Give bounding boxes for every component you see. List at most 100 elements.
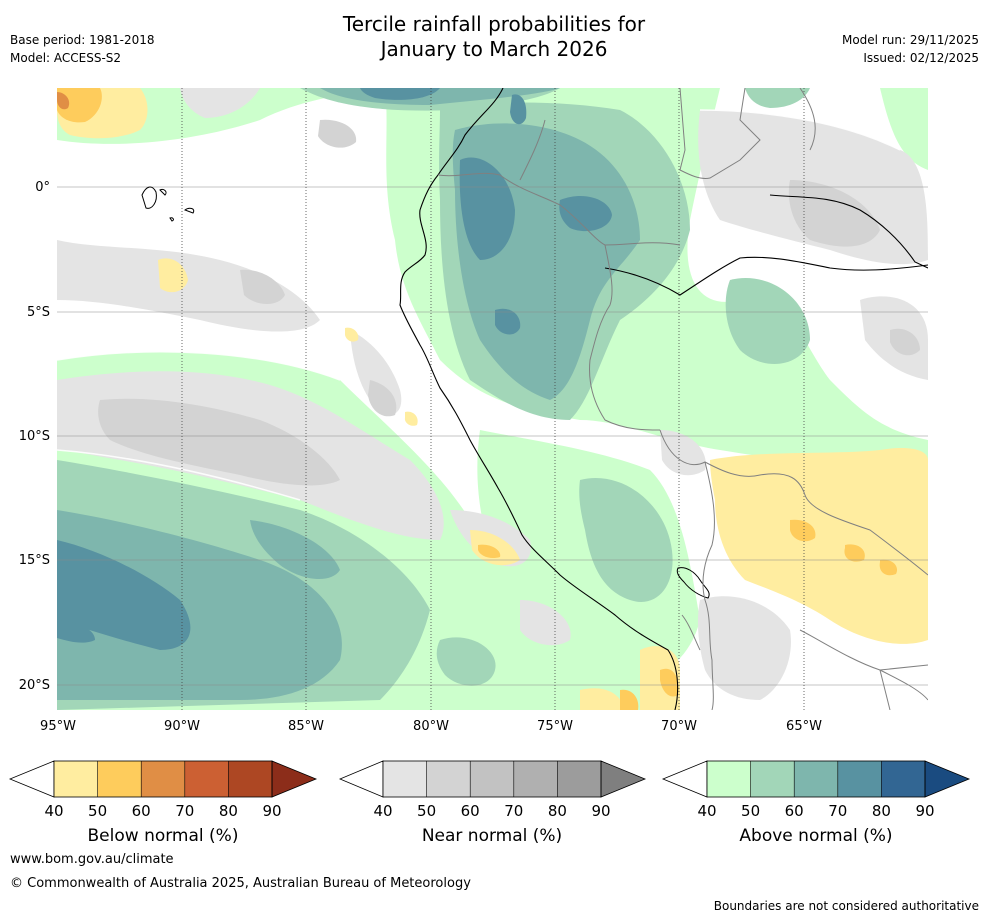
above-80-north [360, 88, 440, 100]
title-line-1: Tercile rainfall probabilities for [342, 12, 646, 36]
above-swatch-under [661, 760, 708, 798]
above-swatch-over [924, 760, 971, 798]
below-swatch-over [271, 760, 318, 798]
colorbar-below: 40 50 60 70 80 90 [8, 760, 318, 820]
lon-label-65w: 65°W [786, 719, 822, 734]
above-tick-50: 50 [741, 802, 760, 820]
below-60-bolivia-2 [844, 544, 865, 562]
above-tick-90: 90 [915, 802, 934, 820]
model-run: Model run: 29/11/2025 [841, 33, 979, 47]
lon-label-90w: 90°W [164, 719, 200, 734]
near-swatch-70-80 [513, 761, 558, 797]
near-normal-label: Near normal (%) [421, 826, 563, 846]
near-50-southern [520, 600, 571, 646]
above-80-peru-patch [495, 308, 521, 335]
near-tick-60: 60 [461, 802, 480, 820]
near-50-gal-north [180, 88, 260, 118]
website-link[interactable]: www.bom.gov.au/climate [10, 852, 174, 867]
below-60-bolivia-3 [879, 559, 898, 576]
below-50-coast-south [470, 530, 520, 566]
near-swatch-50-60 [426, 761, 471, 797]
near-50-altiplano [697, 596, 791, 700]
above-80-ocean-south [57, 540, 191, 650]
above-swatch-40-50 [707, 761, 751, 797]
near-tick-50: 50 [417, 802, 436, 820]
lat-label-20s: 20°S [19, 678, 50, 693]
above-tick-70: 70 [828, 802, 847, 820]
near-60-ocean-band [98, 398, 340, 486]
below-60-coast [478, 544, 501, 559]
below-70-nw-corner [57, 92, 70, 110]
title-line-2: January to March 2026 [380, 37, 608, 61]
below-swatch-under [8, 760, 55, 798]
longitude-labels: 95°W 90°W 85°W 80°W 75°W 70°W 65°W [40, 719, 822, 734]
below-swatch-60-70 [141, 761, 185, 797]
below-50-galapagos-south [158, 258, 188, 293]
copyright: © Commonwealth of Australia 2025, Austra… [10, 876, 471, 891]
above-60-bolivia-sw [436, 637, 496, 686]
coastline-north [769, 194, 928, 269]
above-tick-60: 60 [785, 802, 804, 820]
near-60-brazil [788, 180, 880, 247]
lat-label-10s: 10°S [19, 429, 50, 444]
near-50-ocean-north [57, 240, 320, 332]
model-info: Base period: 1981-2018 Model: ACCESS-S2 [10, 31, 155, 67]
below-tick-40: 40 [44, 802, 63, 820]
near-swatch-80-90 [557, 761, 601, 797]
above-swatch-70-80 [837, 761, 882, 797]
above-80-north-peru-inner [510, 94, 527, 125]
above-normal-label: Above normal (%) [739, 826, 893, 846]
near-60-east [890, 328, 920, 356]
above-swatch-80-90 [881, 761, 925, 797]
above-70-shelf [250, 520, 340, 580]
chart-title: Tercile rainfall probabilities for Janua… [0, 12, 988, 62]
above-80-amazon [459, 157, 515, 260]
model-name: Model: ACCESS-S2 [10, 51, 122, 65]
galapagos-islands [141, 186, 195, 222]
below-tick-60: 60 [132, 802, 151, 820]
below-swatch-40-50 [54, 761, 98, 797]
below-tick-70: 70 [175, 802, 194, 820]
below-50-peru-speck [404, 411, 418, 426]
above-80-colombia [559, 195, 612, 232]
above-swatch-60-70 [794, 761, 838, 797]
above-80-se-ocean [57, 620, 95, 643]
lon-label-80w: 80°W [413, 719, 449, 734]
near-tick-80: 80 [548, 802, 567, 820]
above-swatch-50-60 [750, 761, 795, 797]
near-tick-40: 40 [373, 802, 392, 820]
below-tick-50: 50 [88, 802, 107, 820]
near-50-bolivia [660, 430, 706, 476]
boundary-disclaimer: Boundaries are not considered authoritat… [713, 899, 979, 913]
above-70-ocean-south [57, 510, 342, 700]
lon-label-70w: 70°W [661, 719, 697, 734]
near-60-gal-north [318, 119, 357, 148]
lon-label-75w: 75°W [537, 719, 573, 734]
near-tick-70: 70 [504, 802, 523, 820]
above-tick-80: 80 [872, 802, 891, 820]
lon-label-95w: 95°W [40, 719, 76, 734]
lat-label-5s: 5°S [27, 305, 50, 320]
below-tick-80: 80 [219, 802, 238, 820]
near-swatch-over [600, 760, 647, 798]
below-swatch-80-90 [228, 761, 272, 797]
latitude-labels: 0° 5°S 10°S 15°S 20°S [19, 180, 50, 693]
above-60-ne-strip [745, 88, 810, 108]
above-60-peru-south [579, 478, 673, 602]
graticule [57, 186, 928, 686]
lat-label-0: 0° [35, 180, 50, 195]
below-60-bolivia [790, 519, 816, 542]
near-swatch-60-70 [470, 761, 514, 797]
issued-date: Issued: 02/12/2025 [863, 51, 979, 65]
lon-label-85w: 85°W [288, 719, 324, 734]
near-swatch-under [338, 760, 384, 798]
below-tick-90: 90 [262, 802, 281, 820]
coastline-amazon-delta [604, 256, 928, 296]
near-60-north [240, 269, 285, 305]
above-60-bolivia-east [725, 278, 810, 364]
below-50-chile-south [580, 688, 625, 710]
lat-label-15s: 15°S [19, 553, 50, 568]
contour-lines [57, 109, 901, 501]
near-tick-90: 90 [591, 802, 610, 820]
